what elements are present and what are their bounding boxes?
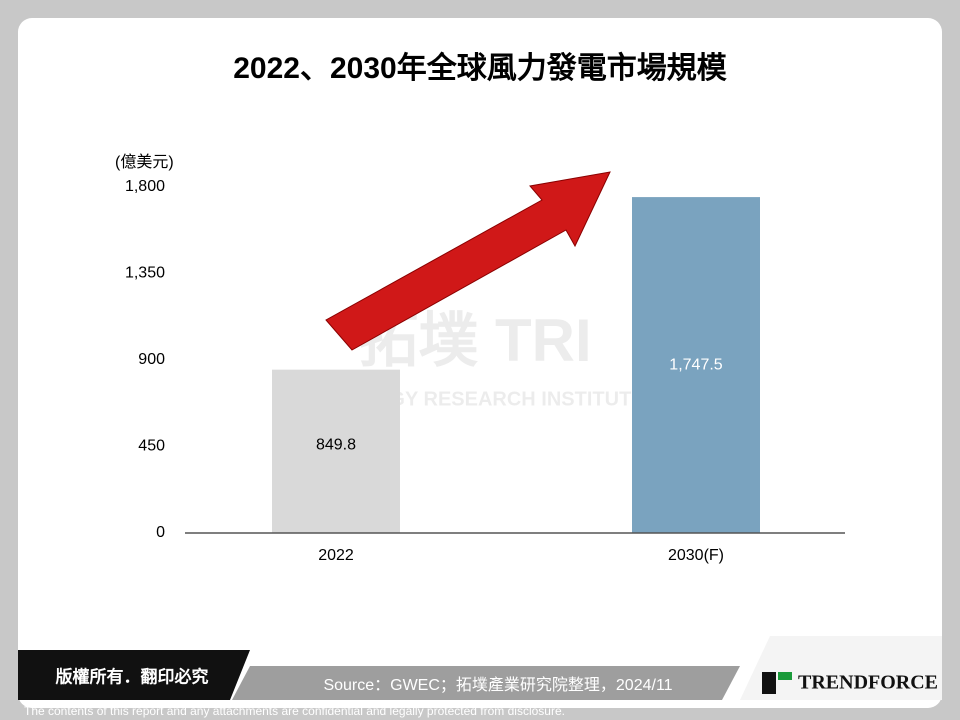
y-tick-label: 0 [156, 524, 165, 541]
brand: TRENDFORCE [798, 672, 938, 694]
y-tick-label: 450 [138, 438, 165, 455]
y-tick-label: 1,800 [125, 178, 165, 195]
y-tick-label: 900 [138, 351, 165, 368]
growth-arrow [325, 171, 611, 351]
panel [18, 18, 942, 708]
chart-title: 2022、2030年全球風力發電市場規模 [233, 51, 726, 85]
footer-dark [18, 650, 250, 700]
footer-band [232, 666, 740, 700]
x-tick-label: 2030(F) [668, 547, 724, 564]
plot: 0 450 900 1,350 1,800 2022 849.8 2030(F) 1,747.5 [125, 178, 845, 564]
source: Source：GWEC；拓墣產業研究院整理，2024/11 [323, 676, 672, 694]
copyright: 版權所有．翻印必究 [56, 666, 209, 686]
value-label: 849.8 [316, 437, 356, 454]
logo-area [740, 636, 942, 700]
disclaimer: The contents of this report and any atta… [24, 704, 565, 718]
value-label: 1,747.5 [669, 356, 722, 373]
bar [272, 369, 400, 533]
x-tick-label: 2022 [318, 547, 354, 564]
y-tick-label: 1,350 [125, 265, 165, 282]
y-axis-label: (億美元) [115, 153, 174, 171]
logo-mark [762, 672, 776, 694]
bar [632, 197, 760, 533]
logo-mark-green [778, 672, 792, 680]
